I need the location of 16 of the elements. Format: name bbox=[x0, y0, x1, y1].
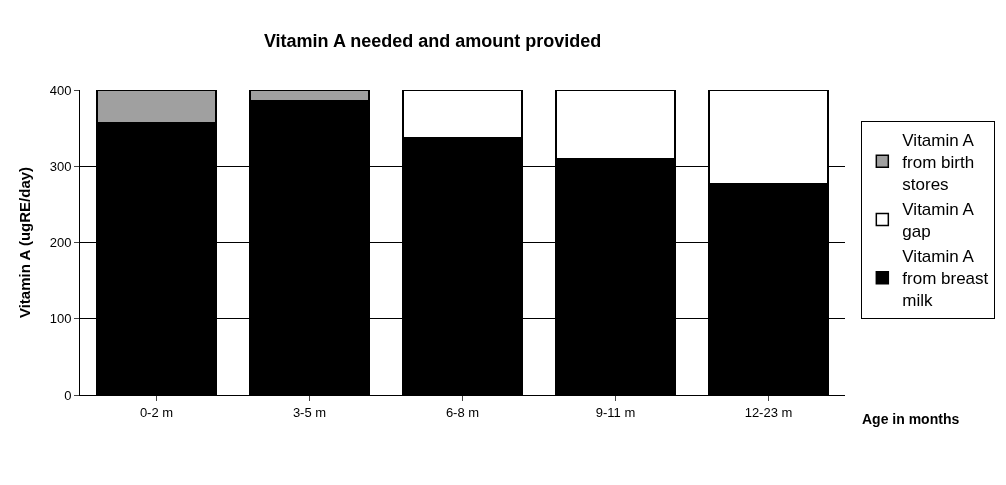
x-tick-label: 6-8 m bbox=[445, 404, 480, 420]
y-tick-label: 400 bbox=[49, 82, 72, 98]
legend-label: Vitamin A gap bbox=[902, 199, 975, 242]
y-tick-label: 100 bbox=[49, 311, 72, 327]
x-tick-label: 3-5 m bbox=[292, 404, 327, 420]
y-tick-label: 300 bbox=[49, 158, 72, 174]
x-tick-label: 9-11 m bbox=[595, 404, 636, 420]
y-axis-title: Vitamin A (ugRE/day) bbox=[15, 166, 33, 319]
legend-label: Vitamin A from breast milk bbox=[902, 247, 989, 311]
y-tick-label: 0 bbox=[64, 387, 72, 403]
y-tick-label: 200 bbox=[49, 235, 72, 251]
x-axis-title: Age in months bbox=[862, 411, 960, 427]
chart-title: Vitamin A needed and amount provided bbox=[263, 30, 602, 51]
x-tick-label: 12-23 m bbox=[744, 404, 793, 420]
x-tick-label: 0-2 m bbox=[139, 404, 174, 420]
legend-label: Vitamin A from birth stores bbox=[902, 130, 975, 194]
